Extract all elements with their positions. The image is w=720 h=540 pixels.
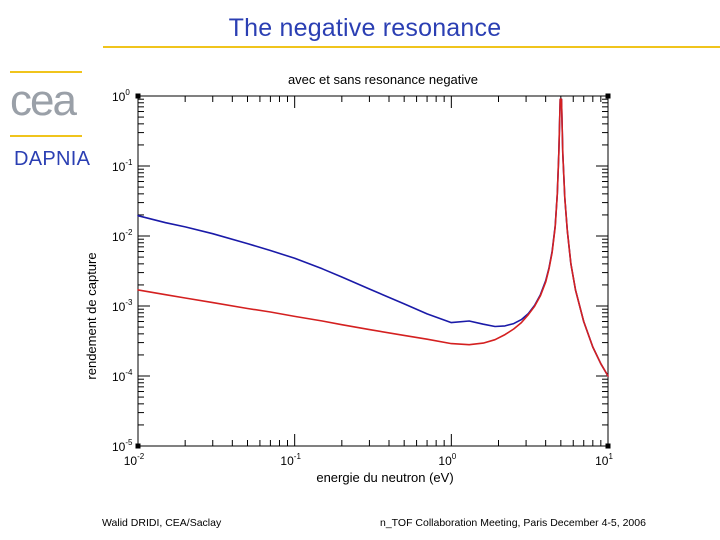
plot-frame <box>137 95 609 447</box>
y-tick-label: 10-2 <box>112 228 133 244</box>
x-tick-label: 101 <box>595 452 613 468</box>
logo-top-rule <box>10 71 82 73</box>
y-tick-label: 10-5 <box>112 438 133 454</box>
chart-title: avec et sans resonance negative <box>288 72 478 87</box>
x-tick-label: 10-1 <box>280 452 301 468</box>
capture-yield-chart: avec et sans resonance negative 10-2 10-1 1… <box>84 72 613 485</box>
chart-root: avec et sans resonance negative 10-2 10-1 1… <box>84 72 613 485</box>
y-tick-label: 100 <box>112 88 130 104</box>
logo-bottom-rule <box>10 135 82 137</box>
y-tick-label: 10-4 <box>112 368 133 384</box>
x-tick-label: 100 <box>438 452 456 468</box>
series-line-sans-resonance <box>137 98 609 377</box>
cea-logo-text: cea <box>10 76 77 125</box>
series-line-avec-resonance <box>137 98 609 377</box>
y-axis-label: rendement de capture <box>84 252 99 379</box>
x-axis-label: energie du neutron (eV) <box>316 470 453 485</box>
x-tick-label: 10-2 <box>124 452 145 468</box>
y-tick-label: 10-3 <box>112 298 133 314</box>
title-underline <box>103 46 720 48</box>
slide-title: The negative resonance <box>228 14 502 42</box>
footer-author: Walid DRIDI, CEA/Saclay <box>102 517 222 529</box>
org-label: DAPNIA <box>14 148 91 170</box>
footer-meeting: n_TOF Collaboration Meeting, Paris Decem… <box>380 517 646 529</box>
cea-logo: cea <box>10 76 79 125</box>
frame-corner-marker <box>605 93 611 99</box>
y-tick-label: 10-1 <box>112 158 133 174</box>
